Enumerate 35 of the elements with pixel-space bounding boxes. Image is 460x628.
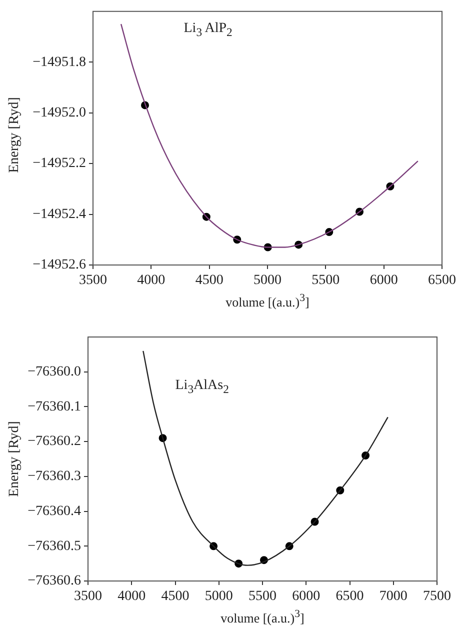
x-tick-label: 4000 [137,273,166,288]
y-tick-label: −76360.0 [28,364,81,380]
x-axis-title: volume [(a.u.)$^{3}$] [224,291,310,310]
x-tick-label: 4000 [118,589,146,604]
x-tick-label: 6500 [336,589,364,604]
x-tick-label: 5000 [204,589,233,604]
annotation: Li$_{3}$AlAs$_{2}$ [175,378,229,396]
x-tick-label: 4500 [161,589,190,604]
y-tick-label: −76360.3 [28,469,81,484]
y-tick-label: −76360.5 [28,538,81,554]
x-tick-label: 7500 [423,589,451,604]
x-tick-label: 5500 [248,589,276,604]
x-tick-label: 3500 [79,273,107,288]
x-tick-label: 5500 [312,273,340,288]
y-tick-label: −14952.0 [32,106,86,121]
x-tick-label: 3500 [74,589,102,604]
y-tick-label: −14952.2 [32,156,86,172]
y-tick-label: −14951.8 [32,54,86,70]
annotation: Li$_{3}$ AlP$_{2}$ [184,20,232,38]
line-series [142,350,388,566]
y-tick-label: −76360.4 [28,504,81,519]
x-tick-label: 6000 [370,273,398,288]
x-tick-label: 6000 [292,589,320,604]
y-tick-label: −14952.4 [32,206,86,222]
x-tick-label: 6500 [428,273,456,288]
y-tick-label: −14952.6 [32,258,86,273]
x-tick-label: 4500 [195,273,224,288]
y-tick-label: −76360.1 [28,399,81,414]
y-axis-title: Energy [Ryd] [6,421,23,497]
x-tick-label: 5000 [254,273,282,288]
y-tick-label: −76360.2 [28,434,81,450]
y-tick-label: −76360.6 [28,574,81,589]
x-axis-title: volume [(a.u.)$^{3}$] [220,607,306,626]
y-axis-title: Energy [Ryd] [6,97,23,173]
x-tick-label: 7000 [379,589,408,604]
